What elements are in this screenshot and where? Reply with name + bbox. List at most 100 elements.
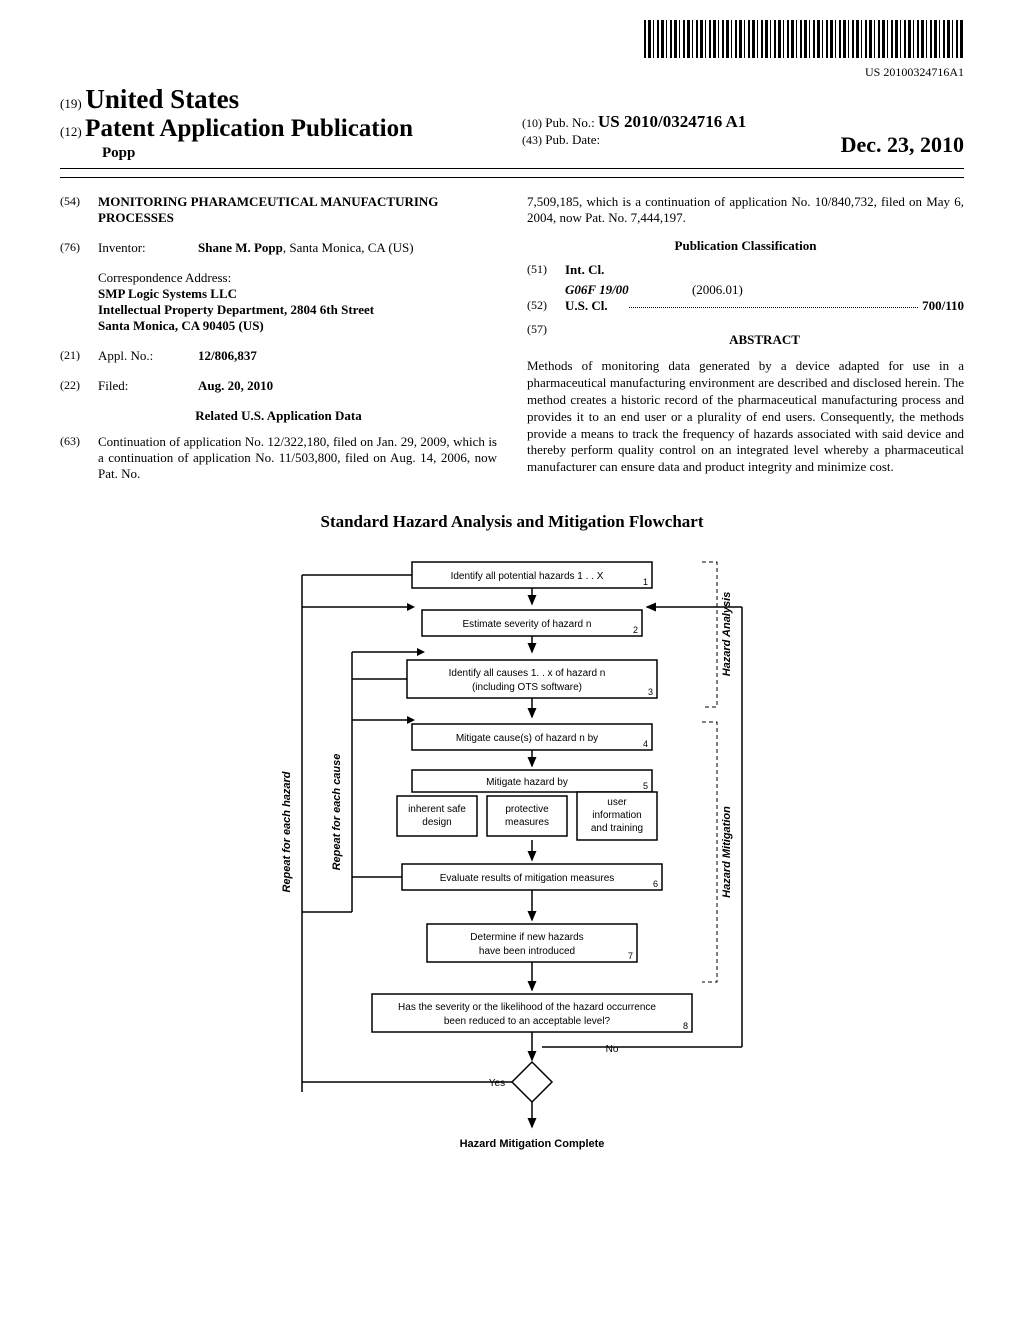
pub-date-label: Pub. Date: bbox=[545, 132, 600, 147]
svg-text:4: 4 bbox=[643, 739, 648, 749]
continuation-text: Continuation of application No. 12/322,1… bbox=[98, 434, 497, 482]
country-code: (19) bbox=[60, 96, 82, 111]
svg-text:Determine if new hazards: Determine if new hazards bbox=[470, 932, 583, 943]
svg-text:6: 6 bbox=[653, 879, 658, 889]
svg-text:8: 8 bbox=[683, 1021, 688, 1031]
body-right-col: 7,509,185, which is a continuation of ap… bbox=[527, 194, 964, 482]
pub-type-line: (12) Patent Application Publication bbox=[60, 115, 502, 143]
barcode-image bbox=[644, 20, 964, 58]
svg-text:design: design bbox=[422, 817, 451, 828]
correspondence-line2: Intellectual Property Department, 2804 6… bbox=[98, 302, 497, 318]
svg-text:Hazard Mitigation Complete: Hazard Mitigation Complete bbox=[460, 1138, 605, 1150]
svg-text:protective: protective bbox=[505, 804, 549, 815]
vlabel-repeat-hazard: Repeat for each hazard bbox=[281, 771, 293, 892]
svg-text:information: information bbox=[592, 810, 641, 821]
filed-label: Filed: bbox=[98, 378, 198, 394]
title-value: MONITORING PHARAMCEUTICAL MANUFACTURING … bbox=[98, 194, 497, 226]
correspondence-label: Correspondence Address: bbox=[98, 270, 497, 286]
inventor-code: (76) bbox=[60, 240, 98, 256]
us-cl-value: 700/110 bbox=[922, 298, 964, 314]
svg-text:user: user bbox=[607, 797, 627, 808]
abstract-heading: ABSTRACT bbox=[565, 332, 964, 348]
pub-class-heading: Publication Classification bbox=[527, 238, 964, 254]
pub-type: Patent Application Publication bbox=[85, 115, 413, 142]
abstract-heading-row: (57) ABSTRACT bbox=[527, 322, 964, 354]
correspondence-block: Correspondence Address: SMP Logic System… bbox=[98, 270, 497, 334]
pub-type-code: (12) bbox=[60, 124, 82, 139]
svg-text:Evaluate results of mitigation: Evaluate results of mitigation measures bbox=[440, 873, 615, 884]
flowchart-container: Hazard Analysis Hazard Mitigation Repeat… bbox=[60, 552, 964, 1192]
svg-text:7: 7 bbox=[628, 951, 633, 961]
correspondence-line3: Santa Monica, CA 90405 (US) bbox=[98, 318, 497, 334]
svg-text:Has the severity or the likeli: Has the severity or the likelihood of th… bbox=[398, 1002, 656, 1013]
barcode-section: US 20100324716A1 bbox=[60, 20, 964, 80]
svg-text:Identify all causes 1. . x of: Identify all causes 1. . x of hazard n bbox=[449, 668, 606, 679]
us-cl-label: U.S. Cl. bbox=[565, 298, 625, 314]
pub-no-value: US 2010/0324716 A1 bbox=[598, 112, 746, 131]
svg-text:1: 1 bbox=[643, 577, 648, 587]
svg-text:2: 2 bbox=[633, 625, 638, 635]
pub-no-line: (10) Pub. No.: US 2010/0324716 A1 bbox=[522, 112, 964, 132]
svg-text:measures: measures bbox=[505, 817, 549, 828]
inventor-row: (76) Inventor: Shane M. Popp, Santa Moni… bbox=[60, 240, 497, 256]
inventor-location: , Santa Monica, CA (US) bbox=[283, 240, 414, 255]
inventor-label: Inventor: bbox=[98, 240, 198, 256]
author-line: Popp bbox=[60, 145, 502, 162]
us-cl-dots bbox=[629, 298, 918, 308]
inventor-value: Shane M. Popp, Santa Monica, CA (US) bbox=[198, 240, 497, 256]
flowchart-title: Standard Hazard Analysis and Mitigation … bbox=[60, 512, 964, 532]
vlabel-repeat-cause: Repeat for each cause bbox=[331, 754, 343, 871]
appl-no-code: (21) bbox=[60, 348, 98, 364]
related-heading: Related U.S. Application Data bbox=[60, 408, 497, 424]
continuation-code: (63) bbox=[60, 434, 98, 482]
flowchart-svg: Hazard Analysis Hazard Mitigation Repeat… bbox=[232, 552, 792, 1192]
int-cl-class: G06F 19/00 bbox=[565, 282, 629, 297]
continuation-cont: 7,509,185, which is a continuation of ap… bbox=[527, 194, 964, 226]
abstract-text: Methods of monitoring data generated by … bbox=[527, 358, 964, 476]
correspondence-line1: SMP Logic Systems LLC bbox=[98, 286, 497, 302]
filed-value: Aug. 20, 2010 bbox=[198, 378, 497, 394]
svg-text:Mitigate cause(s) of hazard n: Mitigate cause(s) of hazard n by bbox=[456, 733, 598, 744]
pub-date-code: (43) bbox=[522, 133, 542, 147]
vlabel-hazard-analysis: Hazard Analysis bbox=[721, 592, 733, 677]
inventor-name: Shane M. Popp bbox=[198, 240, 283, 255]
int-cl-class-row: G06F 19/00 (2006.01) bbox=[527, 282, 964, 298]
appl-no-label: Appl. No.: bbox=[98, 348, 198, 364]
country-name: United States bbox=[85, 84, 239, 114]
appl-no-value: 12/806,837 bbox=[198, 348, 497, 364]
int-cl-code: (51) bbox=[527, 262, 565, 278]
vlabel-hazard-mitigation: Hazard Mitigation bbox=[721, 806, 733, 898]
svg-text:No: No bbox=[606, 1044, 619, 1055]
abstract-code: (57) bbox=[527, 322, 565, 354]
filed-code: (22) bbox=[60, 378, 98, 394]
title-row: (54) MONITORING PHARAMCEUTICAL MANUFACTU… bbox=[60, 194, 497, 226]
body-section: (54) MONITORING PHARAMCEUTICAL MANUFACTU… bbox=[60, 194, 964, 482]
country-line: (19) United States bbox=[60, 84, 502, 115]
int-cl-label: Int. Cl. bbox=[565, 262, 625, 278]
header-divider bbox=[60, 177, 964, 178]
pub-no-code: (10) bbox=[522, 116, 542, 130]
svg-text:Estimate severity of hazard n: Estimate severity of hazard n bbox=[463, 619, 592, 630]
svg-text:been reduced to an acceptable: been reduced to an acceptable level? bbox=[444, 1016, 611, 1027]
svg-text:have been introduced: have been introduced bbox=[479, 946, 575, 957]
svg-text:3: 3 bbox=[648, 687, 653, 697]
svg-text:5: 5 bbox=[643, 781, 648, 791]
barcode-number: US 20100324716A1 bbox=[60, 65, 964, 80]
svg-text:Yes: Yes bbox=[489, 1078, 505, 1089]
header-block: (19) United States (12) Patent Applicati… bbox=[60, 84, 964, 169]
svg-text:Mitigate hazard by: Mitigate hazard by bbox=[486, 777, 568, 788]
pub-date-value: Dec. 23, 2010 bbox=[841, 132, 964, 158]
svg-text:inherent safe: inherent safe bbox=[408, 804, 466, 815]
pub-date-line: (43) Pub. Date: Dec. 23, 2010 bbox=[522, 132, 964, 148]
pub-no-label: Pub. No.: bbox=[545, 115, 594, 130]
svg-text:and training: and training bbox=[591, 823, 643, 834]
filed-row: (22) Filed: Aug. 20, 2010 bbox=[60, 378, 497, 394]
us-cl-row: (52) U.S. Cl. 700/110 bbox=[527, 298, 964, 314]
appl-no-row: (21) Appl. No.: 12/806,837 bbox=[60, 348, 497, 364]
title-code: (54) bbox=[60, 194, 98, 226]
continuation-row: (63) Continuation of application No. 12/… bbox=[60, 434, 497, 482]
body-left-col: (54) MONITORING PHARAMCEUTICAL MANUFACTU… bbox=[60, 194, 497, 482]
svg-text:(including OTS software): (including OTS software) bbox=[472, 682, 582, 693]
us-cl-code: (52) bbox=[527, 298, 565, 314]
int-cl-date: (2006.01) bbox=[692, 282, 743, 297]
